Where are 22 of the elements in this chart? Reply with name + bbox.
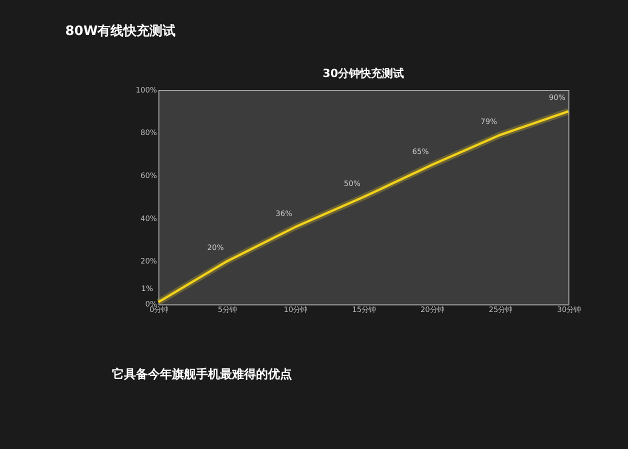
- y-tick-label: 20%: [140, 256, 157, 266]
- y-tick-label: 60%: [140, 171, 157, 180]
- x-tick-label: 30分钟: [557, 305, 581, 314]
- x-tick-label: 20分钟: [420, 305, 444, 314]
- data-label: 90%: [548, 93, 566, 102]
- data-label: 20%: [207, 243, 224, 252]
- chart-title: 80W有线快充测试: [65, 22, 176, 39]
- data-label: 50%: [344, 178, 360, 188]
- x-tick-label: 15分钟: [352, 305, 376, 314]
- data-label: 1%: [141, 284, 154, 293]
- y-tick-label: 100%: [136, 85, 157, 94]
- x-tick-label: 5分钟: [218, 305, 237, 314]
- x-tick-label: 0分钟: [149, 305, 168, 314]
- data-label: 36%: [276, 208, 292, 218]
- x-tick-label: 10分钟: [284, 305, 308, 314]
- x-tick-label: 25分钟: [488, 305, 512, 314]
- text: 它具备今年旗舰手机最难得的优点: [112, 366, 292, 381]
- y-tick-label: 40%: [140, 214, 157, 223]
- chart-subtitle: 30分钟快充测试: [322, 66, 404, 80]
- data-label: 79%: [480, 116, 498, 126]
- y-tick-label: 80%: [140, 128, 157, 138]
- data-label: 65%: [412, 146, 429, 156]
